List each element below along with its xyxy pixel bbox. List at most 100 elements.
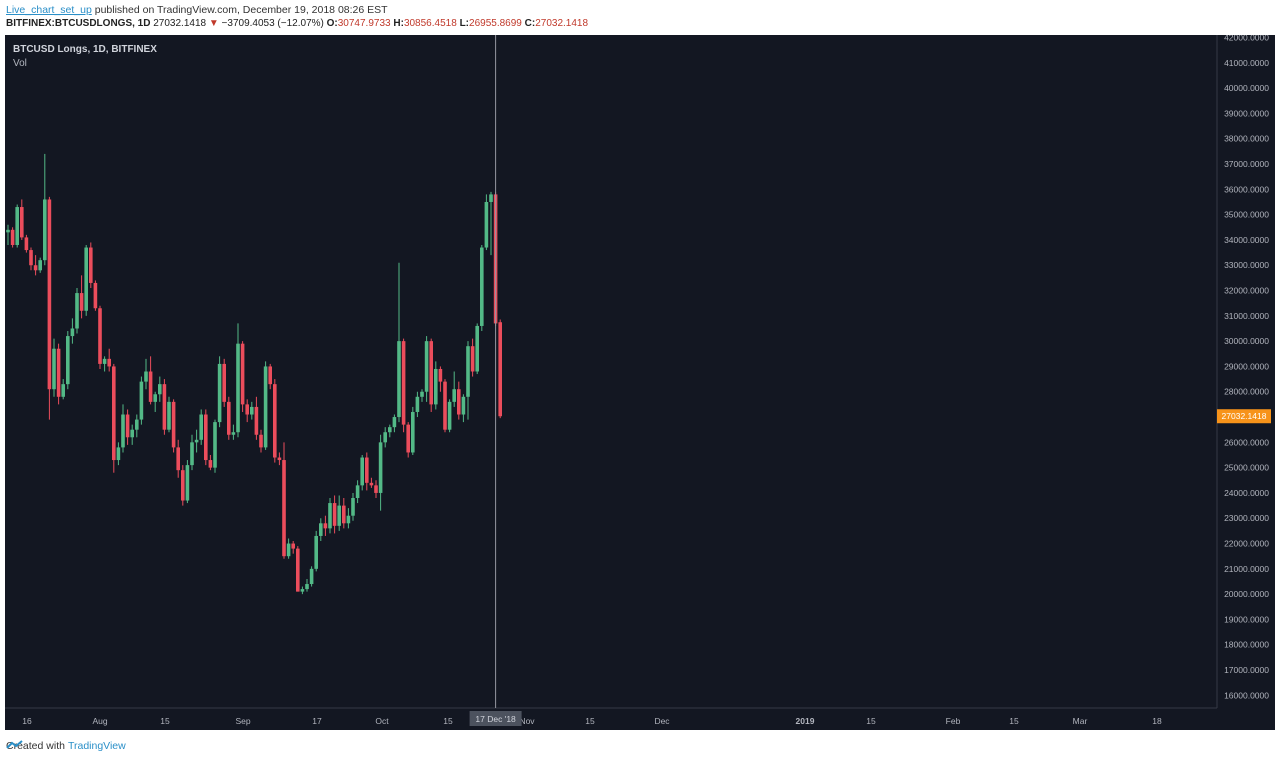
time-tick-label: Dec — [654, 716, 670, 726]
candle-body — [328, 503, 332, 529]
price-tick-label: 37000.0000 — [1224, 159, 1269, 169]
time-tick-label: 18 — [1152, 716, 1162, 726]
author-link[interactable]: Live_chart_set_up — [6, 4, 92, 16]
candle-body — [116, 447, 121, 461]
candle-body — [351, 498, 355, 516]
candle-body — [378, 442, 383, 493]
candle-body — [254, 406, 259, 435]
candle-body — [158, 384, 162, 395]
candle-body — [447, 401, 452, 430]
candle-body — [213, 422, 217, 468]
time-tick-label: Sep — [235, 716, 250, 726]
chart-title: BTCUSD Longs, 1D, BITFINEX — [13, 44, 157, 55]
candle-body — [406, 424, 410, 453]
candle-body — [47, 199, 52, 390]
candle-body — [273, 384, 277, 458]
candle-body — [199, 414, 203, 440]
time-tick-label: Oct — [375, 716, 389, 726]
candle-body — [79, 293, 84, 311]
candle-body — [319, 523, 323, 536]
candle-body — [452, 389, 456, 402]
candle-body — [388, 427, 392, 433]
candle-body — [125, 414, 130, 438]
candle-body — [355, 485, 360, 499]
candle-body — [217, 363, 222, 423]
candle-body — [43, 199, 47, 261]
price-tick-label: 31000.0000 — [1224, 311, 1269, 321]
candle-body — [135, 419, 139, 430]
candle-body — [84, 247, 88, 311]
tradingview-logo-icon — [6, 740, 23, 749]
candle-body — [457, 389, 461, 415]
chart-area[interactable]: BTCUSD Longs, 1D, BITFINEX Vol 16000.000… — [5, 35, 1275, 730]
candle-body — [411, 411, 415, 453]
candle-body — [10, 229, 15, 245]
candle-body — [171, 401, 176, 448]
candle-body — [397, 341, 401, 418]
candle-body — [259, 434, 263, 448]
candle-body — [291, 543, 295, 549]
high-label: H: — [393, 18, 404, 29]
candle-body — [383, 432, 387, 443]
price-tick-label: 34000.0000 — [1224, 235, 1269, 245]
candle-body — [461, 396, 466, 415]
candle-body — [420, 391, 424, 397]
tradingview-link[interactable]: TradingView — [67, 740, 126, 752]
candle-body — [369, 482, 374, 486]
symbol-label: BITFINEX:BTCUSDLONGS, 1D — [6, 18, 151, 29]
price-tick-label: 29000.0000 — [1224, 361, 1269, 371]
price-tick-label: 35000.0000 — [1224, 210, 1269, 220]
candle-body — [227, 401, 231, 435]
price-tick-label: 18000.0000 — [1224, 640, 1269, 650]
price-tick-label: 19000.0000 — [1224, 614, 1269, 624]
candle-body — [438, 368, 443, 382]
candle-body — [365, 457, 369, 483]
time-tick-label: Nov — [519, 716, 535, 726]
price-tick-label: 36000.0000 — [1224, 184, 1269, 194]
candle-body — [263, 366, 268, 448]
candle-body — [139, 381, 144, 420]
candlestick-chart[interactable]: BTCUSD Longs, 1D, BITFINEX Vol 16000.000… — [5, 35, 1275, 730]
time-tick-label: Mar — [1073, 716, 1088, 726]
candle-body — [61, 384, 65, 397]
candle-body — [296, 548, 300, 592]
low-label: L: — [459, 18, 470, 29]
candle-body — [70, 328, 75, 337]
candle-body — [162, 384, 167, 430]
time-tick-label: 17 — [312, 716, 322, 726]
candle-body — [434, 368, 438, 405]
candle-body — [38, 260, 42, 271]
price-tick-label: 40000.0000 — [1224, 83, 1269, 93]
price-change: −3709.4053 (−12.07%) — [221, 18, 324, 29]
candle-body — [470, 346, 475, 372]
published-text: published on TradingView.com, December 1… — [94, 4, 388, 16]
candle-body — [484, 201, 489, 248]
last-price-tag — [1217, 409, 1271, 424]
candle-body — [112, 366, 116, 461]
candle-body — [107, 358, 111, 367]
candle-body — [33, 265, 38, 271]
candle-body — [208, 460, 213, 468]
price-tick-label: 41000.0000 — [1224, 58, 1269, 68]
candle-body — [89, 247, 93, 283]
chart-subtitle: Vol — [13, 58, 27, 69]
candle-body — [286, 543, 291, 557]
price-tick-label: 32000.0000 — [1224, 286, 1269, 296]
down-arrow-icon: ▼ — [208, 18, 219, 29]
candle-body — [309, 568, 314, 585]
price-tick-label: 20000.0000 — [1224, 589, 1269, 599]
candle-body — [20, 207, 24, 238]
candle-body — [52, 348, 56, 390]
candle-body — [489, 194, 493, 202]
time-tick-label: 2019 — [796, 716, 815, 726]
candle-body — [185, 465, 190, 501]
candle-body — [346, 515, 351, 524]
candle-body — [277, 457, 282, 461]
candle-body — [6, 229, 10, 233]
candle-body — [222, 363, 226, 402]
crosshair-date-box — [469, 711, 522, 726]
candle-body — [231, 432, 236, 435]
price-tick-label: 25000.0000 — [1224, 463, 1269, 473]
time-tick-label: 15 — [1009, 716, 1019, 726]
candle-body — [475, 325, 479, 372]
